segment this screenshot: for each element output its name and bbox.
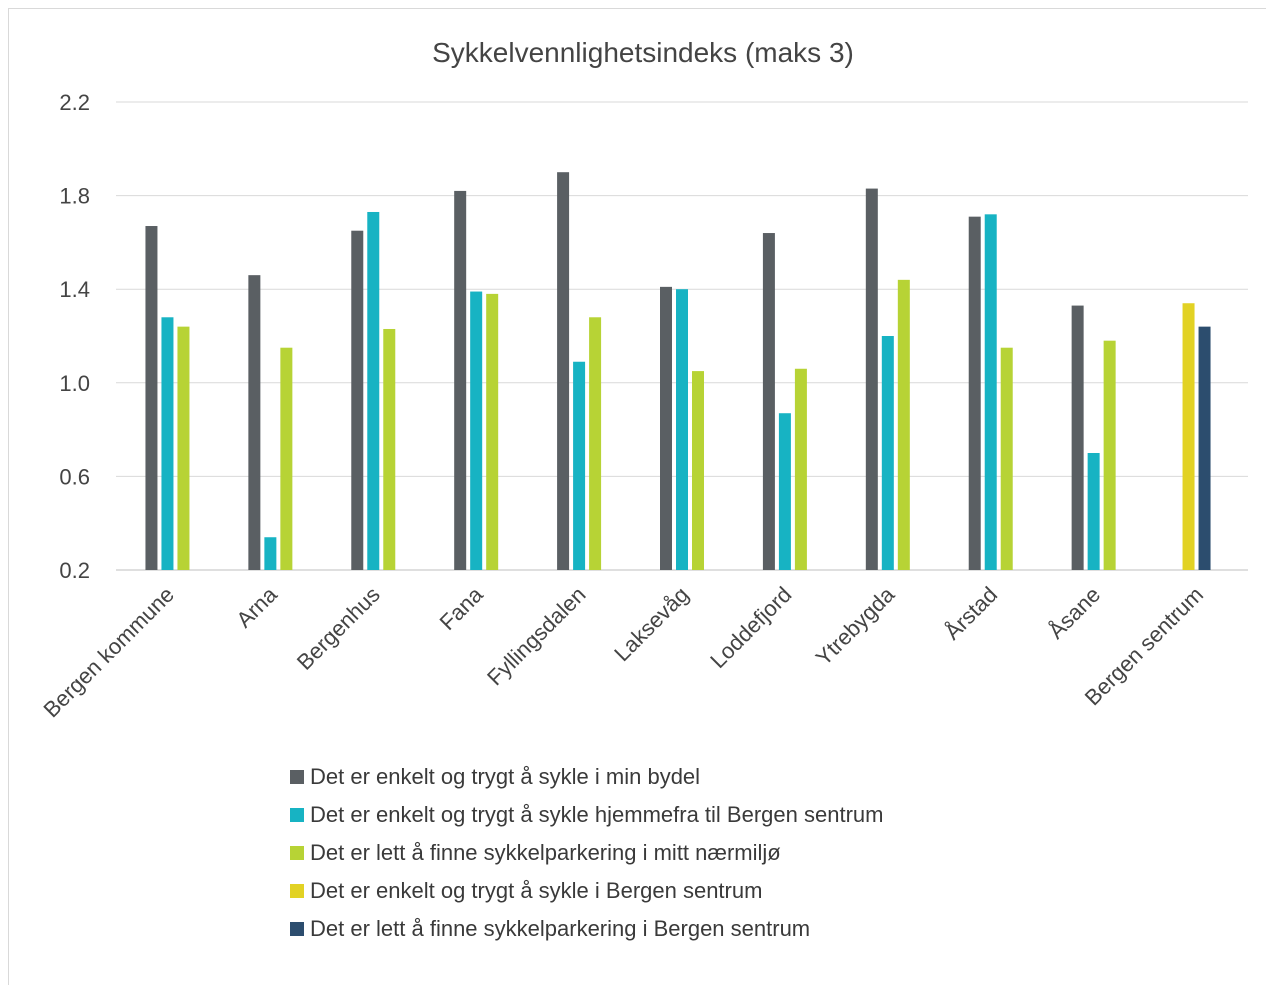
- bar: [897, 279, 910, 570]
- bar: [589, 317, 602, 570]
- bar: [1000, 347, 1013, 570]
- legend-swatch: [290, 770, 304, 784]
- bar: [383, 328, 396, 570]
- x-tick-label: Loddefjord: [705, 582, 796, 673]
- legend-swatch: [290, 846, 304, 860]
- bar: [881, 336, 894, 570]
- bar: [161, 317, 174, 570]
- bar: [351, 230, 364, 570]
- bar: [1087, 453, 1100, 570]
- y-tick-label: 2.2: [59, 90, 90, 115]
- x-tick-label: Årstad: [940, 582, 1003, 645]
- legend-label: Det er enkelt og trygt å sykle hjemmefra…: [310, 802, 884, 827]
- y-tick-label: 1.8: [59, 184, 90, 209]
- legend-swatch: [290, 922, 304, 936]
- bar: [1103, 340, 1116, 570]
- bar: [470, 291, 483, 570]
- chart-frame: [8, 8, 1266, 985]
- chart-title: Sykkelvennlighetsindeks (maks 3): [432, 37, 854, 68]
- bar: [1182, 303, 1195, 570]
- bar: [280, 347, 293, 570]
- bar: [778, 413, 791, 570]
- x-tick-label: Bergen kommune: [39, 582, 179, 722]
- bar: [794, 368, 807, 570]
- legend-label: Det er enkelt og trygt å sykle i Bergen …: [310, 878, 763, 903]
- bar: [660, 286, 672, 570]
- bar: [692, 371, 704, 570]
- legend-label: Det er enkelt og trygt å sykle i min byd…: [310, 764, 701, 789]
- bar: [1071, 305, 1084, 570]
- bar: [1198, 326, 1211, 570]
- legend-label: Det er lett å finne sykkelparkering i Be…: [310, 916, 811, 941]
- bar: [865, 188, 878, 570]
- bar: [145, 226, 158, 570]
- x-axis-labels: Bergen kommune Arna Bergenhus FanaFyllingsd…: [39, 581, 1209, 722]
- bar: [177, 326, 190, 570]
- legend-item: Det er lett å finne sykkelparkering i mi…: [290, 834, 1090, 872]
- y-tick-label: 0.2: [59, 558, 90, 583]
- legend-item: Det er lett å finne sykkelparkering i Be…: [290, 910, 1090, 948]
- y-tick-label: 1.4: [59, 277, 90, 302]
- bar: [248, 275, 261, 570]
- bar: [984, 214, 997, 570]
- x-tick-label: Fana: [435, 581, 489, 635]
- x-tick-label: Arna: [231, 581, 282, 632]
- x-tick-label: Bergenhus: [292, 582, 385, 675]
- bar: [676, 289, 688, 570]
- bar: [264, 537, 277, 570]
- legend: Det er enkelt og trygt å sykle i min byd…: [290, 758, 1090, 948]
- x-tick-label: Laksevåg: [609, 582, 693, 666]
- x-tick-label: Åsane: [1043, 582, 1105, 644]
- legend-swatch: [290, 884, 304, 898]
- bar: [486, 293, 499, 570]
- legend-item: Det er enkelt og trygt å sykle i Bergen …: [290, 872, 1090, 910]
- bar: [968, 216, 981, 570]
- legend-label: Det er lett å finne sykkelparkering i mi…: [310, 840, 781, 865]
- x-tick-label: Fyllingsdalen: [482, 582, 590, 690]
- y-tick-label: 1.0: [59, 371, 90, 396]
- legend-item: Det er enkelt og trygt å sykle i min byd…: [290, 758, 1090, 796]
- bar: [367, 211, 380, 571]
- legend-swatch: [290, 808, 304, 822]
- bars: [145, 172, 1211, 571]
- bar: [762, 233, 775, 571]
- y-tick-label: 0.6: [59, 464, 90, 489]
- bar: [454, 190, 467, 571]
- bar: [557, 172, 570, 570]
- bar: [573, 361, 586, 570]
- x-tick-label: Ytrebygda: [811, 581, 900, 670]
- legend-item: Det er enkelt og trygt å sykle hjemmefra…: [290, 796, 1090, 834]
- y-axis-ticks: 0.2 0.6 1.0 1.4 1.8 2.2: [59, 90, 90, 583]
